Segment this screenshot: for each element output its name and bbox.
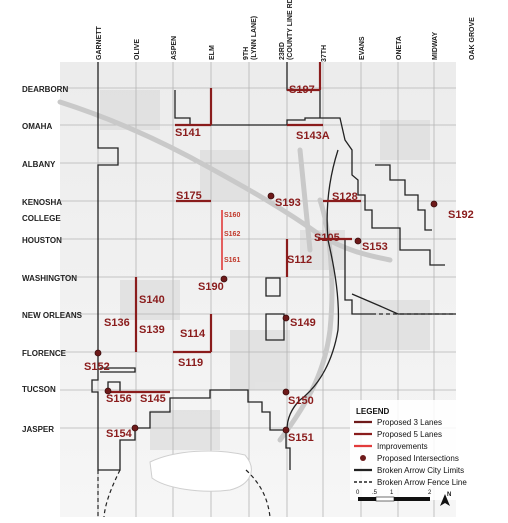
street-label: TUCSON [22, 385, 56, 394]
street-label: OLIVE [134, 39, 141, 60]
street-label: ALBANY [22, 160, 56, 169]
street-label: KENOSHA [22, 198, 62, 207]
legend-item: Proposed 5 Lanes [354, 430, 442, 439]
project-label-s156: S156 [106, 393, 132, 405]
street-labels-ns: GARNETT OLIVE ASPEN ELM 9TH(LYNN LANE) 2… [96, 0, 476, 62]
project-label-s175: S175 [176, 190, 202, 202]
project-label-s145: S145 [140, 393, 166, 405]
project-label-s152: S152 [84, 361, 110, 373]
street-label: ASPEN [171, 36, 178, 60]
project-label-s140: S140 [139, 294, 165, 306]
scale-tick: 1 [390, 490, 394, 496]
project-label-s160: S160 [224, 212, 240, 219]
street-label: 23RD(COUNTY LINE RD) [279, 0, 294, 60]
street-label: FLORENCE [22, 349, 67, 358]
legend-swatch [360, 455, 366, 461]
scale-tick: .5 [372, 490, 378, 496]
lake [149, 450, 252, 492]
project-label-s153: S153 [362, 241, 388, 253]
street-label: HOUSTON [22, 236, 62, 245]
legend-item: Broken Arrow City Limits [354, 466, 464, 475]
scale-tick: 2 [428, 490, 432, 496]
street-label: OMAHA [22, 122, 52, 131]
legend: LEGEND Proposed 3 Lanes Proposed 5 Lanes I… [350, 400, 506, 500]
fence-line [97, 313, 456, 518]
project-label-s149: S149 [290, 317, 316, 329]
improvement-segments [108, 62, 361, 394]
legend-title: LEGEND [356, 407, 390, 416]
legend-label: Proposed 3 Lanes [377, 418, 442, 427]
project-label-s143a: S143A [296, 130, 330, 142]
legend-label: Proposed 5 Lanes [377, 430, 442, 439]
project-label-s151: S151 [288, 432, 314, 444]
street-label: ONETA [396, 36, 403, 60]
legend-label: Broken Arrow Fence Line [377, 478, 467, 487]
street-label: GARNETT [96, 25, 103, 60]
project-label-s190: S190 [198, 281, 224, 293]
scale-bar: 0 .5 1 2 [356, 490, 432, 502]
street-label: EVANS [359, 36, 366, 60]
north-label: N [447, 492, 451, 498]
legend-label: Proposed Intersections [377, 454, 459, 463]
basemap-texture [100, 90, 430, 450]
project-label-s105: S105 [314, 232, 340, 244]
project-labels: S197 S141 S143A S175 S193 S128 S192 S160 S162 S16… [84, 84, 474, 444]
street-label: ELM [209, 45, 216, 60]
project-label-s161: S161 [224, 257, 240, 264]
legend-item: Improvements [354, 442, 428, 451]
legend-item: Proposed Intersections [360, 454, 459, 463]
street-label: DEARBORN [22, 85, 68, 94]
street-label: WASHINGTON [22, 274, 77, 283]
project-label-s128: S128 [332, 191, 358, 203]
north-arrow-icon: N [440, 492, 451, 506]
street-label: NEW ORLEANS [22, 311, 83, 320]
project-label-s197: S197 [289, 84, 315, 96]
street-labels-ew: DEARBORN OMAHA ALBANY KENOSHA COLLEGE HO… [22, 85, 83, 434]
street-label: MIDWAY [432, 32, 439, 60]
street-label: 37TH [321, 45, 328, 62]
project-label-s154: S154 [106, 428, 133, 440]
scale-tick: 0 [356, 490, 360, 496]
project-label-s114: S114 [180, 328, 206, 340]
street-label: COLLEGE [22, 214, 61, 223]
project-label-s136: S136 [104, 317, 130, 329]
legend-label: Broken Arrow City Limits [377, 466, 464, 475]
proposed-intersections [94, 192, 438, 434]
project-label-s193: S193 [275, 197, 301, 209]
project-label-s112: S112 [287, 254, 312, 266]
legend-label: Improvements [377, 442, 428, 451]
legend-item: Proposed 3 Lanes [354, 418, 442, 427]
project-label-s150: S150 [288, 395, 314, 407]
legend-item: Broken Arrow Fence Line [354, 478, 467, 487]
project-label-s192: S192 [448, 209, 474, 221]
project-label-s139: S139 [139, 324, 165, 336]
project-label-s141: S141 [175, 127, 201, 139]
street-label: OAK GROVE [469, 17, 476, 60]
street-label: JASPER [22, 425, 54, 434]
project-label-s162: S162 [224, 231, 240, 238]
project-label-s119: S119 [178, 357, 203, 369]
street-label: 9TH(LYNN LANE) [243, 16, 258, 60]
